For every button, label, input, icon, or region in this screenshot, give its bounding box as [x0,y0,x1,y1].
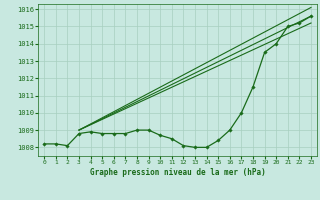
X-axis label: Graphe pression niveau de la mer (hPa): Graphe pression niveau de la mer (hPa) [90,168,266,177]
